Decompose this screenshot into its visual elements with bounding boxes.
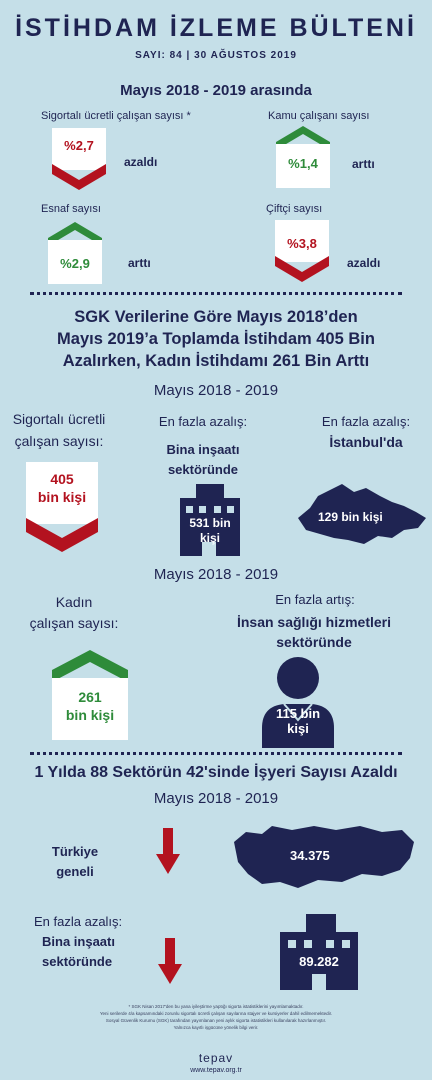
indicator-value-artisan: %2,9 bbox=[60, 256, 90, 271]
up-chevron-icon bbox=[276, 126, 330, 188]
value-line: bin kişi bbox=[65, 707, 115, 723]
women-label: Kadın çalışan sayısı: bbox=[10, 592, 138, 634]
sector3-title: En fazla azalış: bbox=[34, 914, 123, 929]
indicator-value-farmer: %3,8 bbox=[287, 236, 317, 251]
value-line: kişi bbox=[199, 531, 220, 545]
city-decline-value: 129 bin kişi bbox=[318, 510, 383, 524]
section-divider bbox=[30, 292, 402, 295]
down-chevron-icon bbox=[275, 220, 329, 282]
women-increase-card: 261 bin kişi bbox=[52, 648, 128, 740]
indicator-card-public: %1,4 bbox=[276, 126, 330, 188]
period-label: Mayıs 2018 - 2019 bbox=[153, 566, 279, 583]
footnote-line: Sosyal Güvenlik Kurumu (SGK) tarafından … bbox=[105, 1018, 327, 1023]
period-label: Mayıs 2018 - 2019 bbox=[153, 790, 279, 807]
section-divider bbox=[30, 752, 402, 755]
section1-title: Mayıs 2018 - 2019 arasında bbox=[120, 82, 312, 99]
health-increase-title: En fazla artış: bbox=[275, 592, 355, 607]
indicator-direction-farmer: azaldı bbox=[347, 256, 381, 270]
indicator-label-insured: Sigortalı ücretli çalışan sayısı * bbox=[41, 110, 191, 122]
value-line: bin kişi bbox=[37, 489, 87, 505]
label-line: geneli bbox=[56, 864, 94, 879]
bulletin-title: İSTİHDAM İZLEME BÜLTENİ bbox=[15, 14, 417, 42]
value-line: 261 bbox=[78, 689, 102, 705]
brand-logo: tepav bbox=[198, 1051, 234, 1065]
label-line: Bina inşaatı bbox=[166, 442, 240, 457]
insured-decline-card: 405 bin kişi bbox=[26, 462, 98, 558]
sector3-value: 89.282 bbox=[299, 954, 339, 969]
indicator-direction-public: arttı bbox=[352, 157, 375, 171]
down-arrow-icon bbox=[156, 828, 180, 874]
sector-decline-title: En fazla azalış: bbox=[158, 414, 248, 429]
health-increase-value: 115 bin kişi bbox=[258, 706, 338, 736]
headline-line: Azalırken, Kadın İstihdamı 261 Bin Arttı bbox=[62, 352, 370, 370]
period-label: Mayıs 2018 - 2019 bbox=[153, 382, 279, 399]
building-icon: 531 bin kişi bbox=[172, 484, 248, 556]
insured-label: Sigortalı ücretli çalışan sayısı: bbox=[4, 408, 114, 452]
label-line: Sigortalı ücretli bbox=[12, 411, 106, 427]
health-increase-sector: İnsan sağlığı hizmetleri sektöründe bbox=[196, 612, 432, 652]
label-line: İnsan sağlığı hizmetleri bbox=[236, 614, 392, 630]
istanbul-map-icon: 129 bin kişi bbox=[296, 478, 428, 550]
footnote: * SGK Nisan 2017'den bu yana iyileştirme… bbox=[40, 1003, 392, 1031]
women-increase-value: 261 bin kişi bbox=[52, 688, 128, 724]
up-chevron-icon bbox=[52, 650, 128, 740]
indicator-value-public: %1,4 bbox=[288, 156, 318, 171]
footnote-line: Yeni serilerde 4/a kapsamındaki zorunlu … bbox=[99, 1011, 333, 1016]
value-line: 405 bbox=[50, 471, 74, 487]
city-decline-name: İstanbul'da bbox=[329, 434, 403, 450]
label-line: sektöründe bbox=[167, 462, 239, 477]
issue-info: SAYI: 84 | 30 AĞUSTOS 2019 bbox=[135, 50, 297, 61]
headline-line: Mayıs 2019’a Toplamda İstihdam 405 Bin bbox=[57, 330, 375, 348]
turkey-map-icon: 34.375 bbox=[232, 822, 416, 892]
down-arrow-icon bbox=[158, 938, 182, 984]
label-line: sektöründe bbox=[276, 634, 352, 650]
value-line: kişi bbox=[287, 721, 309, 736]
label-line: Bina inşaatı bbox=[42, 934, 115, 949]
footnote-line: Yalnızca kayıtlı işgücüne yönelik bilgi … bbox=[173, 1025, 259, 1030]
label-line: çalışan sayısı: bbox=[14, 433, 104, 449]
building-icon: 89.282 bbox=[276, 914, 362, 990]
footnote-line: * SGK Nisan 2017'den bu yana iyileştirme… bbox=[128, 1004, 304, 1009]
label-line: Kadın bbox=[55, 594, 93, 610]
indicator-direction-artisan: arttı bbox=[128, 256, 151, 270]
value-line: 531 bin bbox=[189, 516, 231, 530]
indicator-value-insured: %2,7 bbox=[64, 138, 94, 153]
indicator-direction-insured: azaldı bbox=[124, 155, 158, 169]
label-line: Türkiye bbox=[51, 844, 99, 859]
indicator-card-insured: %2,7 bbox=[52, 128, 106, 190]
country-value: 34.375 bbox=[290, 848, 330, 863]
headline-line: SGK Verilerine Göre Mayıs 2018’den bbox=[74, 308, 358, 326]
indicator-label-artisan: Esnaf sayısı bbox=[41, 203, 101, 215]
section3-headline: 1 Yılda 88 Sektörün 42'sinde İşyeri Sayı… bbox=[34, 764, 398, 781]
indicator-label-public: Kamu çalışanı sayısı bbox=[268, 110, 370, 122]
sector3-name: Bina inşaatı sektöründe bbox=[42, 932, 115, 972]
sector-decline-name: Bina inşaatı sektöründe bbox=[148, 440, 258, 480]
indicator-card-artisan: %2,9 bbox=[48, 222, 102, 284]
website-link[interactable]: www.tepav.org.tr bbox=[190, 1067, 242, 1074]
sector-decline-value: 531 bin kişi bbox=[172, 516, 248, 546]
value-line: 115 bin bbox=[275, 706, 321, 721]
city-decline-title: En fazla azalış: bbox=[321, 414, 411, 429]
indicator-label-farmer: Çiftçi sayısı bbox=[266, 203, 323, 215]
insured-decline-value: 405 bin kişi bbox=[26, 470, 98, 506]
country-label: Türkiye geneli bbox=[30, 842, 120, 882]
up-chevron-icon bbox=[48, 222, 102, 284]
doctor-icon: 115 bin kişi bbox=[258, 656, 338, 748]
label-line: sektöründe bbox=[42, 954, 113, 969]
indicator-card-farmer: %3,8 bbox=[275, 220, 329, 282]
label-line: çalışan sayısı: bbox=[29, 615, 119, 631]
section2-headline: SGK Verilerine Göre Mayıs 2018’den Mayıs… bbox=[10, 306, 422, 372]
down-chevron-icon bbox=[52, 128, 106, 190]
down-chevron-icon bbox=[26, 462, 98, 552]
